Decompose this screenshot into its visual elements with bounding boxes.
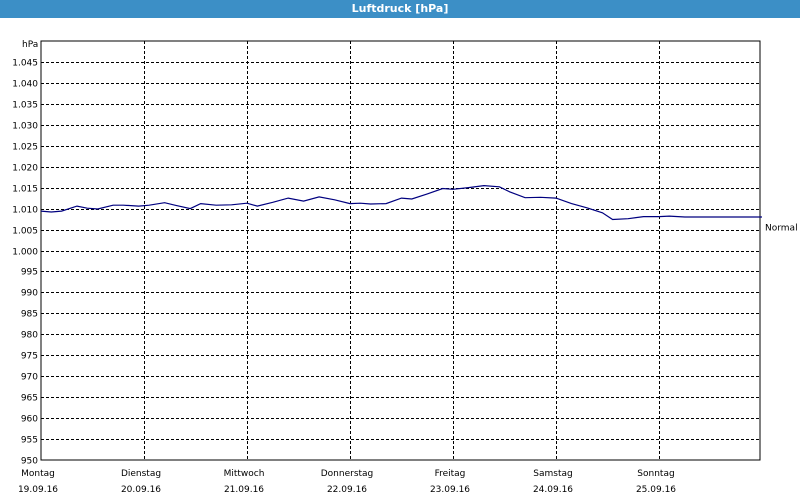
x-tick-day: Dienstag [121, 469, 161, 479]
normal-reference-label: Normal [765, 223, 798, 233]
y-tick-label: 970 [21, 373, 38, 383]
y-tick-label: 1.000 [12, 248, 38, 258]
x-tick-day: Sonntag [637, 469, 674, 479]
y-tick-label: 1.005 [12, 227, 38, 237]
y-tick-label: 1.040 [12, 80, 38, 90]
y-tick-label: 1.030 [12, 122, 38, 132]
y-tick-label: 980 [21, 331, 38, 341]
y-tick-label: 995 [21, 268, 38, 278]
y-tick-label: 1.020 [12, 164, 38, 174]
y-tick-label: 955 [21, 436, 38, 446]
y-tick-label: 1.045 [12, 59, 38, 69]
y-axis-label: hPa [22, 40, 38, 50]
x-tick-date: 19.09.16 [18, 485, 58, 495]
x-tick-date: 24.09.16 [533, 485, 573, 495]
y-tick-label: 1.010 [12, 206, 38, 216]
y-tick-label: 965 [21, 394, 38, 404]
y-tick-label: 1.015 [12, 185, 38, 195]
plot-frame [40, 40, 761, 461]
y-tick-label: 960 [21, 415, 38, 425]
pressure-series-line [40, 184, 762, 221]
x-tick-day: Mittwoch [224, 469, 265, 479]
x-tick-date: 21.09.16 [224, 485, 264, 495]
x-tick-day: Freitag [435, 469, 466, 479]
x-tick-day: Donnerstag [321, 469, 374, 479]
y-tick-label: 950 [21, 457, 38, 467]
y-tick-label: 975 [21, 352, 38, 362]
x-tick-date: 22.09.16 [327, 485, 367, 495]
chart-title: Luftdruck [hPa] [0, 0, 800, 18]
y-tick-label: 1.035 [12, 101, 38, 111]
x-tick-day: Montag [21, 469, 55, 479]
x-tick-date: 23.09.16 [430, 485, 470, 495]
y-tick-label: 1.025 [12, 143, 38, 153]
x-tick-date: 20.09.16 [121, 485, 161, 495]
y-tick-label: 990 [21, 289, 38, 299]
y-tick-label: 985 [21, 310, 38, 320]
x-tick-day: Samstag [533, 469, 572, 479]
x-tick-date: 25.09.16 [636, 485, 676, 495]
